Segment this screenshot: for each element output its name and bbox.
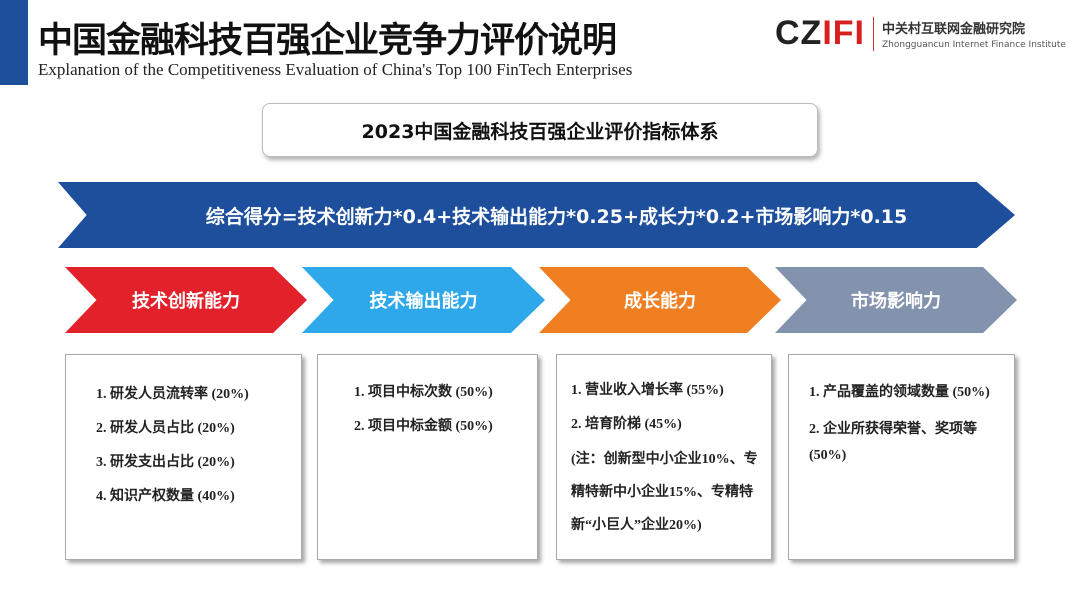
criteria-box-market-influence: 1. 产品覆盖的领域数量 (50%) 2. 企业所获得荣誉、奖项等 (50%) <box>788 354 1015 560</box>
criteria-box-growth: 1. 营业收入增长率 (55%) 2. 培育阶梯 (45%) (注：创新型中小企… <box>556 354 772 560</box>
criteria-note: (注：创新型中小企业10%、专精特新中小企业15%、专精特新“小巨人”企业20%… <box>571 452 758 533</box>
logo-divider <box>873 16 874 51</box>
criteria-item: 3. 研发支出占比 (20%) <box>96 455 235 470</box>
page-subtitle: Explanation of the Competitiveness Evalu… <box>38 60 633 79</box>
criteria-item: 1. 研发人员流转率 (20%) <box>96 387 249 402</box>
criteria-item: 4. 知识产权数量 (40%) <box>96 489 235 504</box>
criteria-item: 2. 项目中标金额 (50%) <box>354 419 493 434</box>
criteria-box-tech-innovation: 1. 研发人员流转率 (20%) 2. 研发人员占比 (20%) 3. 研发支出… <box>65 354 302 560</box>
criteria-box-tech-output: 1. 项目中标次数 (50%) 2. 项目中标金额 (50%) <box>317 354 538 560</box>
criteria-item: 2. 企业所获得荣誉、奖项等 (50%) <box>809 422 977 463</box>
criteria-item: 1. 项目中标次数 (50%) <box>354 385 493 400</box>
czifi-logo: CZIFI 中关村互联网金融研究院 Zhongguancun Internet F… <box>775 14 1066 53</box>
logo-name-cn: 中关村互联网金融研究院 <box>882 21 1026 37</box>
criteria-item: 2. 研发人员占比 (20%) <box>96 421 235 436</box>
page-title: 中国金融科技百强企业竞争力评价说明 <box>38 21 617 61</box>
criteria-item: 1. 产品覆盖的领域数量 (50%) <box>809 385 990 400</box>
formula-arrow: 综合得分=技术创新力*0.4+技术输出能力*0.25+成长力*0.2+市场影响力… <box>58 182 1015 248</box>
logo-mark-b: IFI <box>822 14 865 52</box>
criteria-item: 2. 培育阶梯 (45%) <box>571 417 682 432</box>
criteria-item: 1. 营业收入增长率 (55%) <box>571 383 724 398</box>
logo-mark-a: CZ <box>775 14 823 52</box>
accent-bar <box>0 0 28 85</box>
chevron-tech-innovation: 技术创新能力 <box>65 267 307 333</box>
chevron-tech-output: 技术输出能力 <box>302 267 545 333</box>
chevron-market-influence: 市场影响力 <box>775 267 1017 333</box>
logo-name-en: Zhongguancun Internet Finance Institute <box>882 39 1066 50</box>
chevron-growth: 成长能力 <box>539 267 781 333</box>
system-title-box: 2023中国金融科技百强企业评价指标体系 <box>262 103 818 157</box>
